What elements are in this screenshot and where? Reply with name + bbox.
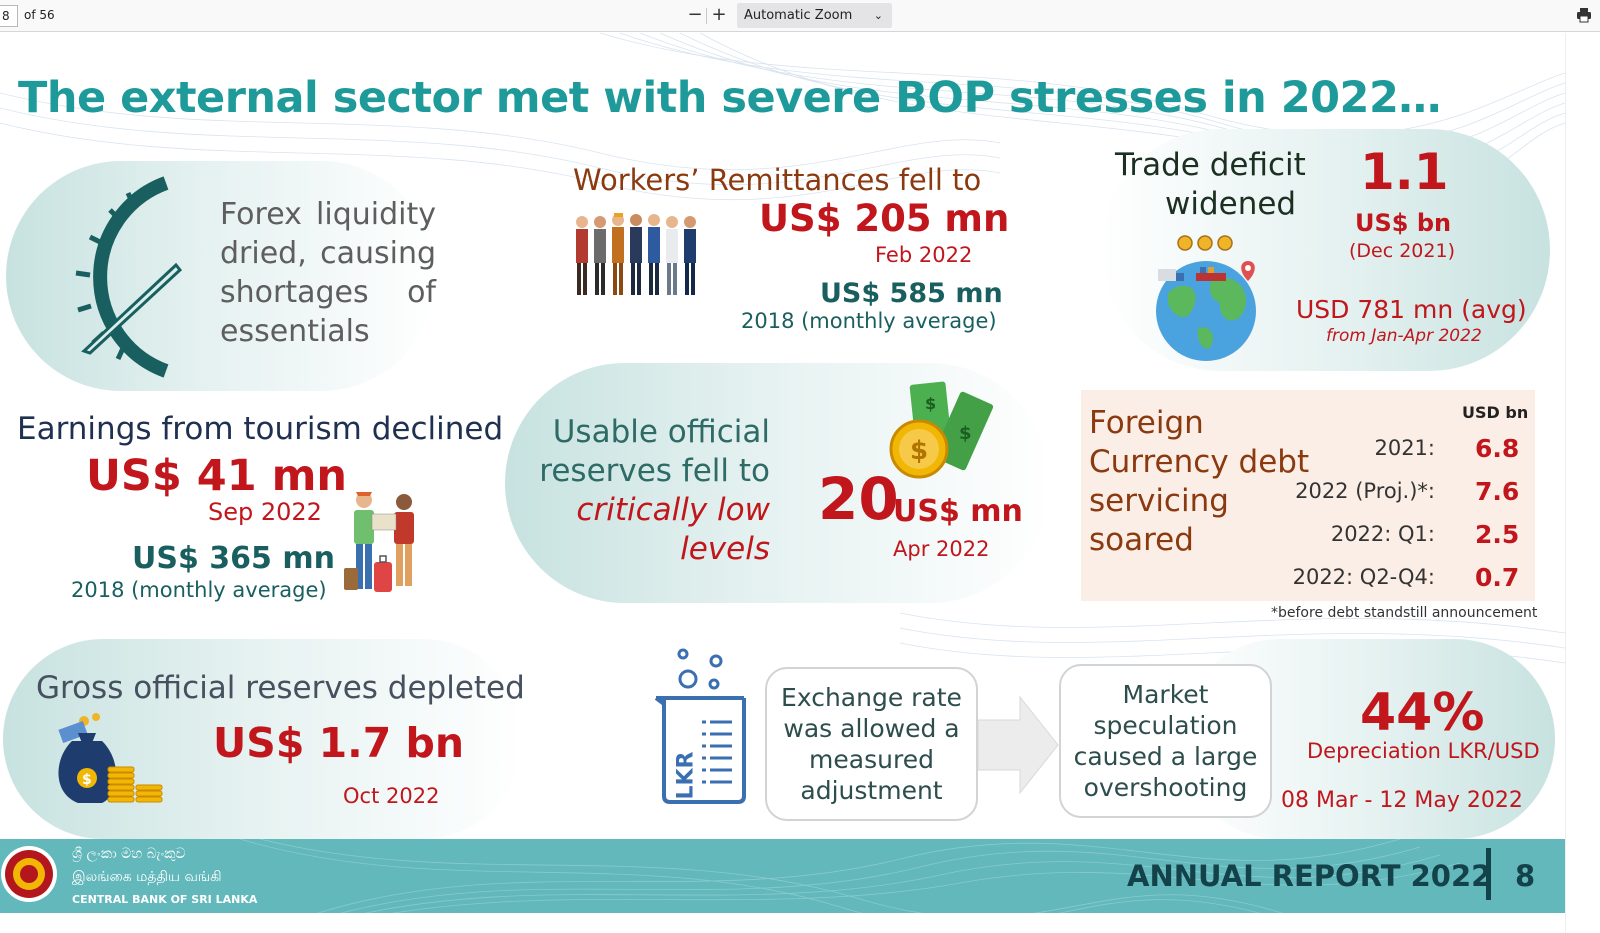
pdf-toolbar: 8 of 56 − + Automatic Zoom ⌄ [0, 0, 1600, 32]
trade-heading-line1: Trade deficit [1115, 147, 1306, 183]
exchange-box-line: overshooting [1083, 773, 1248, 802]
tourism-heading: Earnings from tourism declined [17, 411, 504, 447]
exchange-box-line: speculation [1093, 711, 1238, 740]
fc-debt-unit: USD bn [1462, 403, 1529, 422]
central-bank-logo [1, 846, 57, 902]
svg-text:$: $ [959, 423, 972, 444]
exchange-box-overshooting: Market speculation caused a large oversh… [1059, 664, 1272, 818]
money-bag-icon: $ [58, 713, 163, 803]
remittances-compare-period: 2018 (monthly average) [741, 309, 997, 333]
zoom-select[interactable]: Automatic Zoom ⌄ [737, 3, 892, 28]
fc-debt-footnote: *before debt standstill announcement [1271, 605, 1538, 621]
forex-line: dried, causing [220, 236, 436, 271]
fc-debt-panel [1081, 390, 1535, 601]
workers-group-icon [576, 213, 696, 295]
page-number-input[interactable]: 8 [0, 5, 18, 27]
fc-debt-heading: soared [1089, 522, 1194, 558]
cash-coin-icon: $ $ $ [889, 381, 994, 479]
lkr-beaker-label: LKR [673, 751, 699, 800]
remittances-value: US$ 205 mn [759, 197, 1010, 240]
usable-reserves-emphasis: critically low [576, 492, 770, 528]
usable-reserves-statement: Usable official reserves fell to critica… [510, 413, 770, 569]
usable-reserves-value: 20 [818, 465, 899, 533]
page-count: of 56 [24, 8, 55, 22]
exchange-box-line: was allowed a [783, 714, 960, 743]
footer-wave-pattern [239, 839, 1461, 913]
svg-text:$: $ [925, 394, 936, 413]
bank-name-tamil: இலங்கை மத்திய வங்கி [72, 869, 222, 885]
toolbar-divider [706, 8, 707, 24]
depreciation-period: 08 Mar - 12 May 2022 [1281, 788, 1523, 813]
tourism-period: Sep 2022 [208, 498, 322, 526]
slide-footer [0, 839, 1565, 913]
depreciation-value: 44% [1360, 683, 1485, 743]
chevron-down-icon: ⌄ [873, 9, 883, 22]
footer-divider [1486, 848, 1491, 900]
forex-panel [6, 161, 436, 391]
fc-debt-heading: Currency debt [1089, 444, 1310, 480]
fc-debt-row-value: 7.6 [1475, 477, 1520, 506]
usable-reserves-line: reserves fell to [539, 453, 770, 489]
arrow-right-icon [978, 695, 1059, 795]
exchange-box-line: measured [809, 745, 934, 774]
svg-text:$: $ [910, 436, 928, 466]
zoom-out-button[interactable]: − [687, 4, 703, 25]
usable-reserves-emphasis: levels [680, 531, 770, 567]
trade-heading-line2: widened [1165, 186, 1297, 222]
fc-debt-heading: servicing [1089, 483, 1229, 519]
remittances-heading: Workers’ Remittances fell to [573, 163, 982, 197]
scrollbar-track[interactable] [1565, 33, 1600, 933]
svg-text:$: $ [82, 772, 92, 788]
lkr-beaker-icon [654, 648, 746, 804]
remittances-compare-value: US$ 585 mn [820, 278, 1003, 309]
remittances-period: Feb 2022 [875, 243, 973, 267]
slide-page: The external sector met with severe BOP … [0, 33, 1565, 913]
trade-period: (Dec 2021) [1349, 240, 1455, 262]
slide-title: The external sector met with severe BOP … [18, 73, 1441, 123]
zoom-select-label: Automatic Zoom [744, 8, 853, 23]
globe-trade-icon [1156, 235, 1256, 361]
gross-reserves-value: US$ 1.7 bn [213, 719, 465, 767]
exchange-box-line: caused a large [1073, 742, 1258, 771]
fc-debt-row-label: 2022: Q1: [1330, 522, 1435, 546]
gross-reserves-period: Oct 2022 [343, 784, 440, 808]
annual-report-label: ANNUAL REPORT 2022 [1127, 859, 1492, 893]
tourists-icon [344, 492, 414, 592]
fc-debt-heading: Foreign [1089, 405, 1204, 441]
bank-name-english: CENTRAL BANK OF SRI LANKA [72, 893, 258, 906]
gross-reserves-heading: Gross official reserves depleted [36, 670, 525, 706]
tourism-compare-period: 2018 (monthly average) [71, 578, 327, 602]
forex-line: Forex liquidity [220, 197, 436, 232]
fc-debt-row-label: 2022: Q2-Q4: [1292, 565, 1435, 589]
fc-debt-row-label: 2021: [1374, 436, 1435, 460]
bank-name-sinhala: ශ්‍රී ලංකා මහ බැංකුව [72, 846, 186, 862]
depreciation-label: Depreciation LKR/USD [1307, 739, 1540, 763]
forex-line: shortages of [220, 275, 436, 310]
fc-debt-row-label: 2022 (Proj.)*: [1295, 479, 1435, 503]
fuel-gauge-icon [75, 176, 183, 378]
zoom-in-button[interactable]: + [711, 4, 727, 25]
fc-debt-row-value: 6.8 [1475, 434, 1520, 463]
exchange-box-line: Exchange rate [781, 683, 962, 712]
exchange-box-line: adjustment [800, 776, 943, 805]
forex-statement: Forex liquidity dried, causing shortages… [220, 195, 436, 351]
print-icon[interactable] [1576, 7, 1592, 23]
trade-unit: US$ bn [1355, 209, 1452, 237]
slide-page-number: 8 [1515, 859, 1536, 893]
usable-reserves-unit: US$ mn [893, 494, 1023, 529]
tourism-value: US$ 41 mn [86, 451, 348, 501]
tourism-compare-value: US$ 365 mn [132, 541, 335, 576]
exchange-box-adjustment: Exchange rate was allowed a measured adj… [765, 667, 978, 821]
fc-debt-row-value: 2.5 [1475, 520, 1520, 549]
forex-line: essentials [220, 314, 370, 349]
exchange-box-line: Market [1122, 680, 1209, 709]
usable-reserves-period: Apr 2022 [893, 537, 990, 561]
trade-value: 1.1 [1360, 143, 1449, 201]
fc-debt-row-value: 0.7 [1475, 563, 1520, 592]
usable-reserves-line: Usable official [552, 414, 770, 450]
trade-avg-value: USD 781 mn (avg) [1296, 295, 1527, 324]
trade-avg-period: from Jan-Apr 2022 [1326, 326, 1482, 346]
